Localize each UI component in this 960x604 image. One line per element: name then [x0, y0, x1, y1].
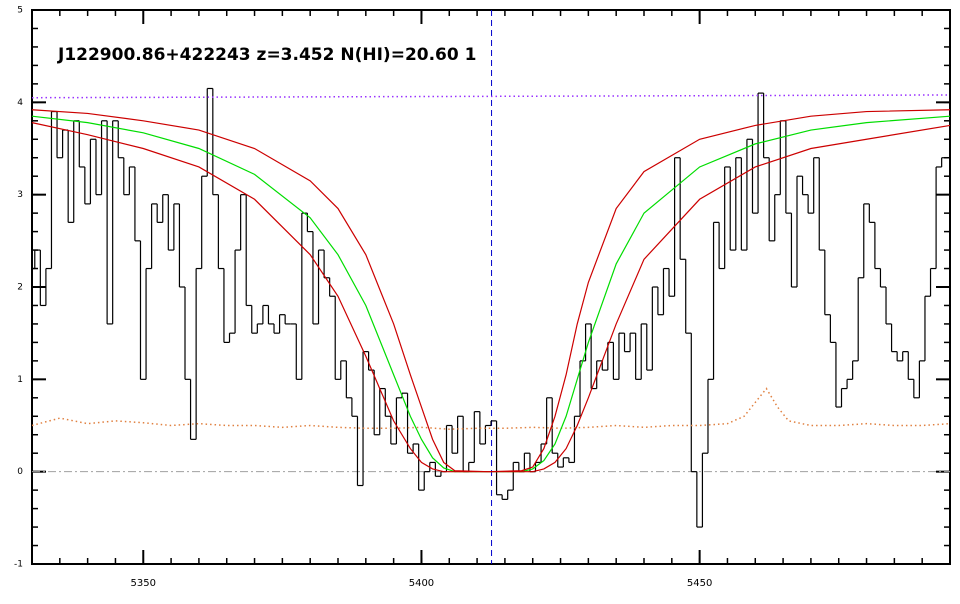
y-tick-label: 1 — [17, 375, 23, 385]
x-tick-label: 5350 — [131, 578, 156, 589]
y-tick-label: 2 — [17, 283, 23, 293]
model-curve — [31, 122, 951, 473]
y-tick-label: 4 — [17, 98, 23, 108]
y-tick-label: 5 — [17, 6, 23, 16]
x-tick-label: 5450 — [687, 578, 712, 589]
dotted-curve — [31, 94, 951, 99]
y-tick-label: 3 — [17, 190, 23, 200]
x-tick-label: 5400 — [409, 578, 434, 589]
chart-title: J122900.86+422243 z=3.452 N(HI)=20.60 1 — [57, 45, 476, 65]
y-tick-label: 0 — [17, 467, 23, 477]
y-tick-label: -1 — [14, 560, 23, 570]
